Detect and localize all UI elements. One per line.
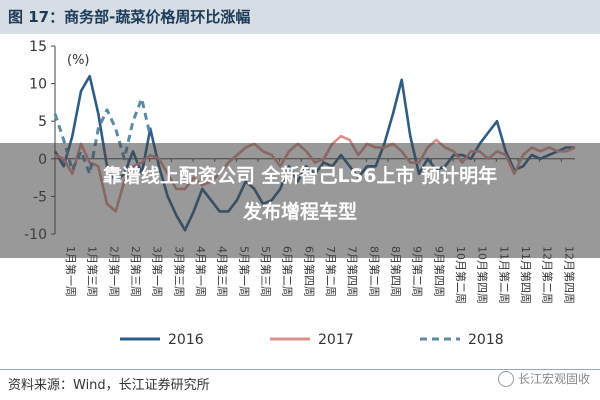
y-tick-label: 5: [38, 114, 47, 130]
x-tick-label: 12月第二周: [541, 246, 555, 304]
chart-title: 图 17：商务部-蔬菜价格周环比涨幅: [8, 8, 251, 26]
x-tick-label: 2月第三周: [129, 246, 143, 297]
x-tick-label: 8月第二周: [367, 246, 381, 297]
x-tick-label: 5月第三周: [259, 246, 273, 297]
legend-label-2017: 2017: [318, 332, 354, 348]
overlay-headline-line1: 靠谱线上配资公司 全新智己LS6上市 预计明年: [102, 165, 498, 187]
x-tick-label: 11月第二周: [497, 246, 511, 304]
footer-divider: [0, 369, 600, 370]
y-tick-label: 10: [29, 77, 47, 93]
x-tick-label: 5月第一周: [237, 246, 251, 297]
x-tick-label: 9月第二周: [411, 246, 425, 297]
wechat-icon: [497, 370, 514, 387]
x-tick-label: 4月第一周: [194, 246, 208, 297]
x-tick-label: 10月第二周: [454, 246, 468, 304]
x-tick-label: 10月第四周: [476, 246, 490, 304]
x-tick-label: 3月第一周: [151, 246, 165, 297]
x-tick-label: 7月第二周: [324, 246, 338, 297]
x-tick-label: 6月第二周: [281, 246, 295, 297]
x-tick-label: 12月第四周: [562, 246, 576, 304]
legend-label-2018: 2018: [468, 332, 504, 348]
y-axis-label: (%): [67, 53, 90, 68]
x-tick-label: 2月第一周: [107, 246, 121, 297]
overlay-headline-line2: 发布增程车型: [242, 201, 357, 223]
x-tick-label: 3月第三周: [172, 246, 186, 297]
chart-area: -10-5051015(%)1月第一周1月第三周2月第一周2月第三周3月第一周3…: [0, 34, 600, 374]
watermark-text: 长江宏观固收: [517, 372, 590, 386]
x-tick-label: 1月第三周: [86, 246, 100, 297]
legend-label-2016: 2016: [168, 332, 204, 348]
x-tick-label: 1月第一周: [64, 246, 78, 297]
title-bar: 图 17：商务部-蔬菜价格周环比涨幅: [0, 0, 600, 34]
x-tick-label: 7月第四周: [346, 246, 360, 297]
x-tick-label: 8月第四周: [389, 246, 403, 297]
overlay-banner[interactable]: 靠谱线上配资公司 全新智己LS6上市 预计明年 发布增程车型: [0, 143, 600, 258]
x-tick-label: 9月第四周: [432, 246, 446, 297]
chart-svg: -10-5051015(%)1月第一周1月第三周2月第一周2月第三周3月第一周3…: [24, 39, 576, 348]
y-tick-label: 15: [29, 39, 47, 55]
x-tick-label: 6月第四周: [302, 246, 316, 297]
x-tick-label: 4月第三周: [216, 246, 230, 297]
watermark: 长江宏观固收: [497, 370, 590, 387]
x-tick-label: 11月第四周: [519, 246, 533, 304]
source-note: 资料来源：Wind，长江证券研究所: [8, 378, 210, 393]
